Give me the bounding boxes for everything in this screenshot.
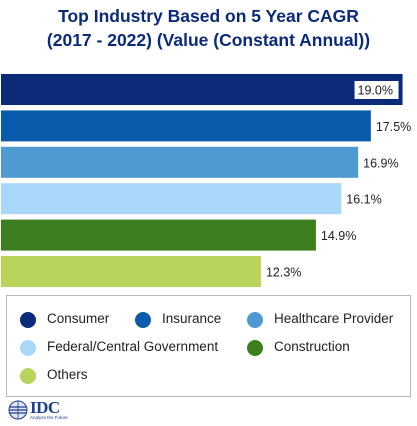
bar-value-label-insurance: 17.5% — [376, 120, 411, 134]
legend-label-healthcare-provider: Healthcare Provider — [274, 311, 394, 326]
idc-logo-tagline: Analyze the Future — [30, 415, 68, 420]
legend-swatch-healthcare-provider — [247, 312, 263, 328]
idc-logo: IDC Analyze the Future — [6, 398, 86, 424]
legend-swatch-insurance — [135, 312, 151, 328]
idc-globe-icon — [8, 400, 28, 420]
bar-construction — [1, 219, 316, 251]
legend-swatch-federal-central-government — [20, 340, 36, 356]
bar-value-label-others: 12.3% — [266, 266, 301, 280]
chart-legend: Consumer Insurance Healthcare Provider F… — [6, 295, 411, 397]
legend-label-consumer: Consumer — [47, 311, 110, 326]
legend-label-others: Others — [47, 367, 88, 382]
bar-value-label-consumer: 19.0% — [358, 84, 393, 98]
chart-title-line-1: Top Industry Based on 5 Year CAGR — [58, 6, 359, 26]
bar-insurance — [1, 110, 371, 142]
legend-label-construction: Construction — [274, 339, 350, 354]
legend-swatch-others — [20, 368, 36, 384]
bar-value-label-background — [354, 81, 399, 99]
bar-chart: 19.0% 17.5% 16.9% 16.1% 14.9% 12.3% — [1, 74, 411, 287]
chart-title: Top Industry Based on 5 Year CAGR (2017 … — [0, 4, 417, 52]
bar-healthcare-provider — [1, 146, 359, 178]
bar-others — [1, 256, 261, 287]
bar-federal-central-government — [1, 183, 342, 215]
idc-logo-text: IDC — [30, 398, 60, 417]
bar-consumer — [1, 74, 403, 105]
legend-swatch-consumer — [20, 312, 36, 328]
chart-title-line-2: (2017 - 2022) (Value (Constant Annual)) — [46, 30, 371, 50]
bar-value-label-federal-central-government: 16.1% — [346, 193, 381, 207]
bar-value-label-healthcare-provider: 16.9% — [363, 156, 398, 170]
legend-label-insurance: Insurance — [162, 311, 222, 326]
bar-value-label-construction: 14.9% — [321, 229, 356, 243]
legend-label-federal-central-government: Federal/Central Government — [47, 339, 219, 354]
legend-swatch-construction — [247, 340, 263, 356]
